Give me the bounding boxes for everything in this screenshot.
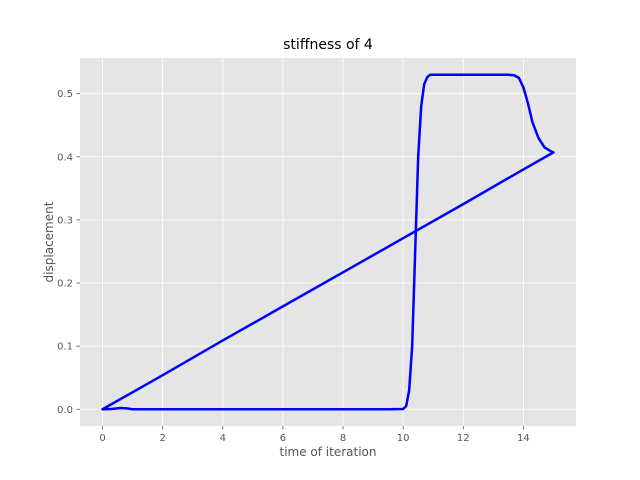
y-tick-label: 0.3 <box>57 215 73 226</box>
x-tick-label: 12 <box>457 433 470 444</box>
y-axis: 0.0 0.1 0.2 0.3 0.4 0.5 <box>57 89 80 416</box>
series-line <box>101 73 555 411</box>
y-tick-label: 0.2 <box>57 279 73 290</box>
x-tick-label: 10 <box>397 433 410 444</box>
plot-area <box>80 58 576 426</box>
y-tick-label: 0.5 <box>57 89 73 100</box>
x-tick-label: 8 <box>340 433 346 444</box>
series-layer <box>101 73 555 411</box>
x-tick-label: 4 <box>220 433 226 444</box>
y-tick-label: 0.4 <box>57 152 73 163</box>
y-tick-label: 0.1 <box>57 342 73 353</box>
y-axis-label: displacement <box>42 201 56 282</box>
x-axis-label: time of iteration <box>279 445 376 459</box>
x-tick-label: 14 <box>517 433 530 444</box>
x-tick-label: 6 <box>280 433 286 444</box>
chart-title: stiffness of 4 <box>283 37 373 53</box>
x-tick-label: 0 <box>99 433 105 444</box>
x-axis: 0 2 4 6 8 10 12 14 <box>99 426 530 444</box>
x-tick-label: 2 <box>159 433 165 444</box>
y-tick-label: 0.0 <box>57 405 73 416</box>
